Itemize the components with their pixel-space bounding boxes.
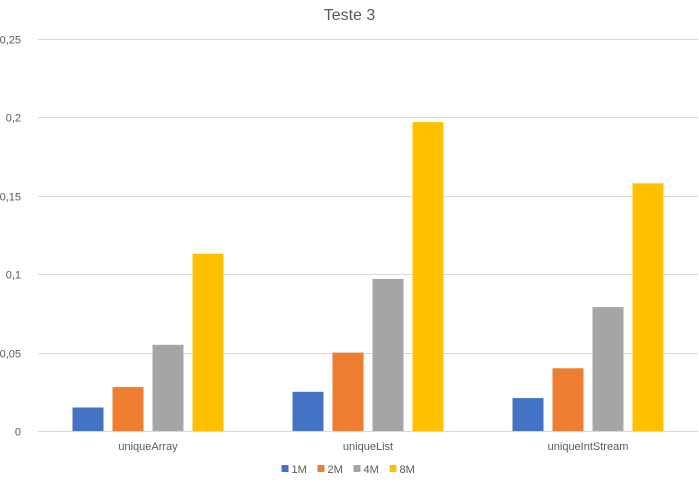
bar-4M-uniqueList: [373, 279, 404, 431]
chart-title: Teste 3: [324, 7, 376, 24]
bar-2M-uniqueList: [333, 353, 364, 431]
y-tick-label: 0,05: [0, 349, 21, 361]
bar-2M-uniqueIntStream: [553, 368, 584, 431]
legend-label: 2M: [328, 464, 343, 476]
bar-2M-uniqueArray: [113, 387, 144, 431]
legend: 1M 2M 4M 8M: [282, 464, 415, 476]
category-label: uniqueIntStream: [548, 441, 629, 453]
y-tick-label: 0,1: [6, 270, 21, 282]
legend-swatch-1M: [282, 465, 289, 472]
bar-1M-uniqueIntStream: [513, 398, 544, 431]
bar-8M-uniqueIntStream: [633, 183, 664, 431]
bar-8M-uniqueList: [413, 122, 444, 431]
x-axis-categories: uniqueArray uniqueList uniqueIntStream: [118, 441, 628, 453]
category-label: uniqueArray: [118, 441, 178, 453]
y-tick-label: 0,25: [0, 35, 21, 47]
legend-swatch-2M: [318, 465, 325, 472]
legend-swatch-4M: [354, 465, 361, 472]
bar-4M-uniqueIntStream: [593, 307, 624, 431]
legend-label: 4M: [364, 464, 379, 476]
y-tick-label: 0,2: [6, 113, 21, 125]
legend-label: 8M: [400, 464, 415, 476]
bar-4M-uniqueArray: [153, 345, 184, 431]
category-label: uniqueList: [343, 441, 393, 453]
y-tick-label: 0: [15, 427, 21, 439]
legend-swatch-8M: [390, 465, 397, 472]
bar-1M-uniqueList: [293, 392, 324, 431]
bar-1M-uniqueArray: [73, 408, 104, 432]
legend-label: 1M: [292, 464, 307, 476]
y-tick-label: 0,15: [0, 192, 21, 204]
bars: [73, 122, 664, 431]
bar-8M-uniqueArray: [193, 254, 224, 431]
y-axis-ticks: 0 0,05 0,1 0,15 0,2 0,25: [0, 35, 21, 439]
